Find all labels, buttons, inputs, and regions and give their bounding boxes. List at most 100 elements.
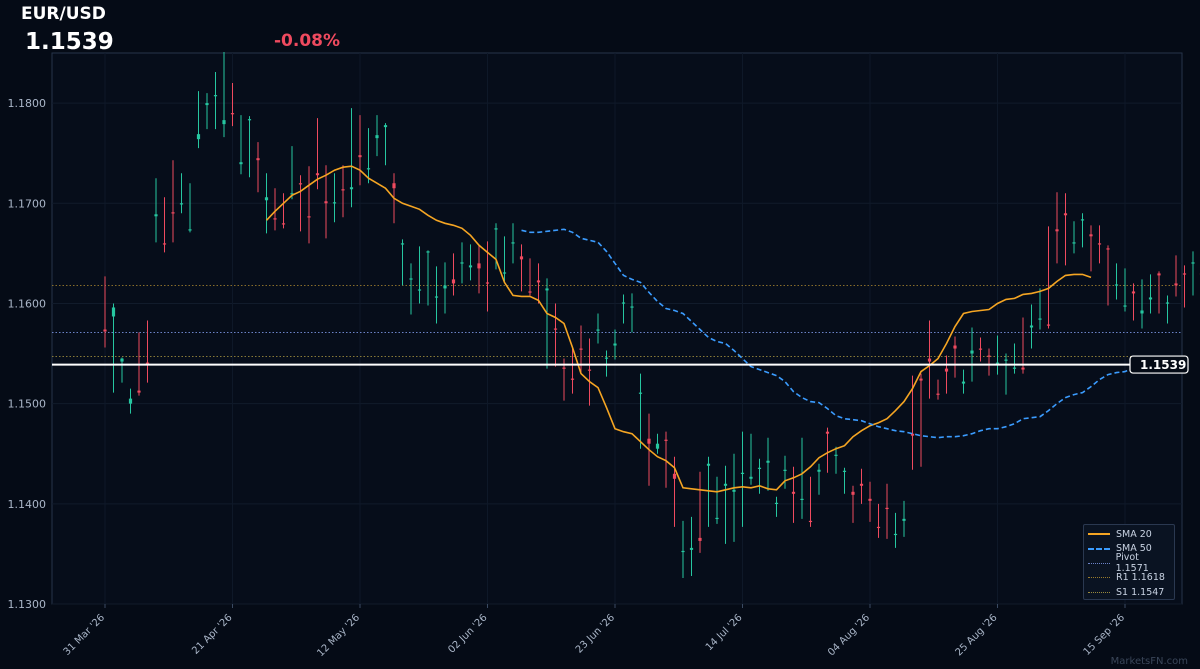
- candle-body: [1063, 213, 1068, 216]
- candle-body: [1140, 310, 1144, 314]
- candle-body: [876, 526, 881, 529]
- candle-body: [196, 134, 201, 140]
- candle-body: [1046, 324, 1051, 326]
- legend-item-pivot: Pivot 1.1571: [1088, 552, 1174, 574]
- candle-body: [1021, 367, 1025, 370]
- candle-body: [664, 439, 668, 441]
- candle-body: [859, 483, 864, 486]
- candle-body: [1131, 291, 1136, 294]
- candle-body: [400, 243, 405, 245]
- x-tick-label: 31 Mar '26: [62, 612, 108, 658]
- candle-body: [290, 193, 294, 195]
- candle-body: [307, 216, 311, 218]
- candle-body: [817, 469, 821, 472]
- candle-body: [630, 306, 634, 308]
- candle-body: [256, 158, 260, 161]
- candle-body: [205, 103, 209, 106]
- candle-body: [783, 469, 787, 471]
- candle-body: [579, 348, 583, 350]
- candle-body: [443, 285, 447, 289]
- pivot-swatch: [1088, 562, 1110, 564]
- x-tick-label: 14 Jul '26: [704, 612, 745, 653]
- candle-body: [1004, 359, 1008, 361]
- candle-body: [434, 296, 439, 298]
- candle-body: [103, 329, 107, 332]
- candle-body: [902, 518, 906, 521]
- candle-body: [179, 203, 184, 205]
- legend-label: R1 1.1618: [1116, 572, 1165, 584]
- candle-body: [910, 433, 915, 436]
- candle-body: [315, 173, 320, 176]
- legend-label: SMA 50: [1116, 543, 1152, 555]
- last-price: 1.1539: [25, 29, 114, 55]
- candle-body: [842, 470, 847, 472]
- x-tick-label: 23 Jun '26: [574, 612, 617, 655]
- y-tick-label: 1.1400: [8, 498, 47, 511]
- x-tick-label: 15 Sep '26: [1082, 612, 1128, 658]
- candle-body: [919, 378, 923, 381]
- candle-body: [868, 498, 872, 501]
- candle-body: [409, 278, 413, 280]
- candle-body: [417, 289, 422, 291]
- legend-item-sma50: SMA 50: [1088, 542, 1174, 557]
- candle-body: [1038, 318, 1042, 320]
- candle-body: [1072, 242, 1076, 244]
- candle-body: [961, 381, 966, 384]
- x-tick-label: 21 Apr '26: [190, 612, 234, 656]
- y-tick-label: 1.1700: [8, 197, 47, 210]
- candle-body: [349, 187, 354, 190]
- sma20-swatch: [1088, 533, 1110, 536]
- candle-body: [570, 378, 575, 380]
- candle-body: [808, 520, 813, 523]
- candle-body: [426, 251, 430, 253]
- candle-body: [893, 533, 898, 536]
- watermark: MarketsFN.com: [1110, 656, 1188, 667]
- candle-body: [834, 454, 838, 456]
- chart-legend: SMA 20 SMA 50 Pivot 1.1571 R1 1.1618 S1 …: [1083, 524, 1175, 600]
- candle-body: [987, 355, 991, 357]
- candle-body: [800, 498, 804, 501]
- candle-body: [791, 491, 796, 494]
- candle-body: [264, 197, 269, 201]
- candle-body: [715, 517, 719, 520]
- candle-body: [1157, 273, 1161, 276]
- candle-body: [494, 228, 498, 230]
- candle-body: [562, 367, 566, 369]
- candle-body: [375, 135, 379, 139]
- candle-body: [698, 537, 702, 541]
- candle-body: [851, 491, 855, 495]
- s1-swatch: [1088, 591, 1110, 593]
- candle-body: [1165, 302, 1170, 304]
- candle-body: [213, 95, 218, 97]
- candle-body: [1097, 243, 1102, 245]
- price-change: -0.08%: [274, 31, 341, 51]
- candle-body: [536, 280, 541, 283]
- plot-area: [51, 52, 1183, 605]
- candle-body: [366, 168, 371, 170]
- candle-body: [222, 120, 226, 125]
- legend-label: Pivot 1.1571: [1115, 552, 1149, 575]
- candle-body: [468, 265, 473, 268]
- current-price-label: 1.1539: [1140, 358, 1186, 372]
- candle-body: [706, 463, 711, 466]
- candle-body: [757, 467, 762, 469]
- legend-label: SMA 20: [1116, 528, 1152, 540]
- candle-body: [1029, 325, 1034, 328]
- candle-body: [596, 329, 600, 331]
- candle-body: [825, 431, 830, 434]
- candle-body: [137, 390, 141, 393]
- x-tick-label: 04 Aug '26: [826, 612, 872, 658]
- sma50-line: [521, 228, 1151, 439]
- candle-body: [145, 362, 150, 364]
- candle-body: [188, 229, 192, 231]
- candle-body: [162, 243, 167, 245]
- x-tick-label: 02 Jun '26: [446, 612, 489, 655]
- candle-body: [154, 214, 158, 217]
- candle-body: [383, 125, 388, 128]
- candle-body: [587, 369, 592, 371]
- candle-body: [936, 393, 940, 395]
- legend-label: S1 1.1547: [1116, 586, 1165, 598]
- candle-body: [604, 357, 609, 359]
- sma50-swatch: [1088, 547, 1110, 550]
